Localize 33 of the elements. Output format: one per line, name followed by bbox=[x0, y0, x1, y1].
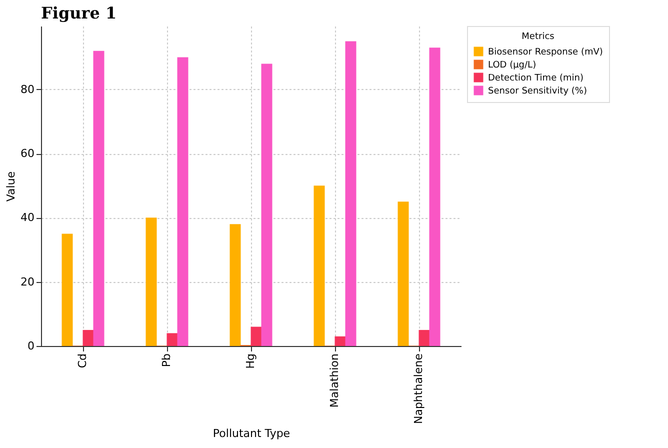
bar bbox=[398, 202, 409, 346]
bar bbox=[166, 333, 178, 346]
bar bbox=[93, 50, 104, 346]
y-tick-label: 60 bbox=[20, 147, 34, 160]
x-tick-label: Hg bbox=[244, 354, 257, 369]
x-tick-label: Cd bbox=[76, 354, 89, 368]
bar bbox=[314, 186, 325, 346]
bar bbox=[177, 57, 188, 346]
bar bbox=[334, 336, 346, 346]
legend-label: LOD (µg/L) bbox=[488, 60, 536, 70]
bar bbox=[261, 64, 272, 346]
legend-title: Metrics bbox=[522, 32, 555, 42]
legend-label: Detection Time (min) bbox=[488, 74, 584, 84]
y-tick-label: 20 bbox=[20, 275, 34, 288]
legend-label: Sensor Sensitivity (%) bbox=[488, 86, 587, 96]
legend-label: Biosensor Response (mV) bbox=[488, 48, 603, 58]
y-tick-label: 0 bbox=[28, 340, 34, 352]
x-tick-label: Naphthalene bbox=[412, 353, 425, 424]
bar bbox=[418, 330, 430, 346]
x-tick-label: Malathion bbox=[328, 353, 341, 408]
bar bbox=[345, 41, 356, 346]
chart-title: Figure 1 bbox=[41, 4, 117, 22]
y-axis-title: Value bbox=[4, 171, 18, 202]
bar bbox=[250, 326, 262, 346]
x-tick-label: Pb bbox=[160, 353, 173, 368]
bar bbox=[429, 48, 440, 346]
x-axis-title: Pollutant Type bbox=[212, 427, 290, 440]
y-tick-label: 80 bbox=[20, 82, 34, 96]
bar bbox=[62, 234, 73, 346]
bar bbox=[82, 330, 94, 346]
bar bbox=[146, 218, 157, 346]
bar bbox=[230, 224, 241, 346]
y-tick-label: 40 bbox=[20, 211, 34, 224]
